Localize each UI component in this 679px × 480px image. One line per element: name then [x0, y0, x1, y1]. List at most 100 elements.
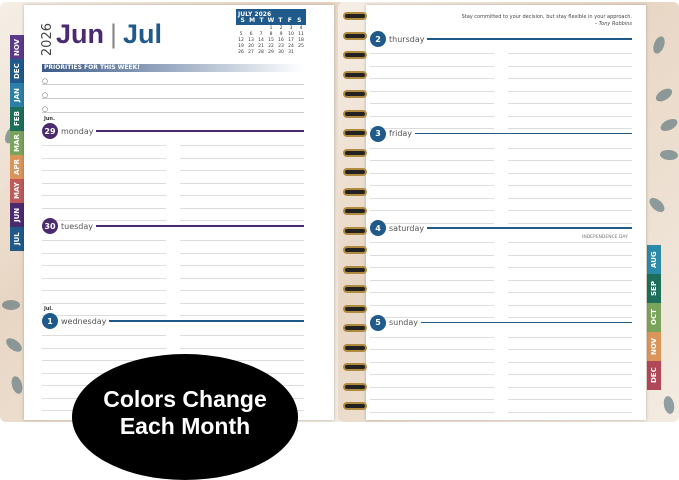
spiral-ring [343, 304, 367, 313]
right-month-tabs: AUG SEP OCT NOV DEC [647, 245, 661, 390]
calendar-day: 30 [278, 50, 284, 55]
weekday-label: T [278, 17, 283, 24]
calendar-day: 12 [238, 38, 244, 43]
month-tab-aug[interactable]: AUG [647, 245, 661, 274]
day-name: monday [61, 126, 94, 136]
writing-line [508, 374, 632, 375]
month-tab-nov[interactable]: NOV [647, 332, 661, 361]
day-number: 30 [42, 218, 58, 234]
writing-line [508, 317, 632, 318]
day-number: 29 [42, 123, 58, 139]
month-tab-apr[interactable]: APR [10, 155, 24, 179]
day-name: wednesday [61, 316, 107, 326]
day-header-thursday: 2 thursday [370, 31, 632, 47]
day-number: 4 [370, 220, 386, 236]
weekday-label: F [287, 17, 292, 24]
calendar-day: 15 [268, 38, 274, 43]
writing-line [370, 267, 494, 268]
month-tab-sep[interactable]: SEP [647, 274, 661, 303]
spiral-ring [343, 363, 367, 371]
calendar-day: 6 [249, 32, 253, 37]
priority-line[interactable]: ○ [42, 77, 304, 85]
writing-line [42, 207, 166, 209]
day-header-friday: 3 friday [370, 125, 632, 142]
writing-line [42, 277, 166, 279]
spiral-ring [343, 148, 367, 157]
writing-line [180, 290, 304, 291]
weekday-label: W [267, 17, 275, 24]
calendar-day: 19 [238, 44, 244, 49]
writing-line [370, 90, 494, 92]
writing-line [42, 315, 166, 316]
priorities-title: PRIORITIES FOR THIS WEEK! [42, 64, 304, 72]
month-tab-feb[interactable]: FEB [10, 107, 24, 131]
weekday-label: M [249, 17, 256, 24]
month-tab-jul[interactable]: JUL [10, 227, 24, 251]
calendar-day: 28 [258, 50, 264, 55]
writing-line [42, 182, 166, 184]
month-tab-nov[interactable]: NOV [10, 35, 24, 59]
day-name: friday [389, 129, 413, 138]
writing-line [370, 317, 494, 318]
writing-line [370, 147, 494, 149]
month-tab-may[interactable]: MAY [10, 179, 24, 203]
writing-line [180, 265, 304, 266]
holiday-label: INDEPENDENCE DAY [582, 235, 628, 240]
month-tab-jun[interactable]: JUN [10, 203, 24, 227]
writing-line [370, 197, 494, 199]
weekday-label: S [297, 17, 302, 24]
right-page: Stay committed to your decision, but sta… [366, 5, 646, 420]
writing-line [42, 252, 166, 254]
writing-line [508, 65, 632, 67]
weekday-label: S [240, 17, 245, 24]
writing-line [42, 220, 166, 221]
writing-line [42, 347, 166, 349]
month-tab-dec[interactable]: DEC [10, 59, 24, 83]
spiral-ring [343, 246, 367, 254]
calendar-day: 10 [288, 32, 294, 37]
writing-line [508, 304, 632, 306]
month-tab-oct[interactable]: OCT [647, 303, 661, 332]
calendar-day: 20 [248, 44, 254, 49]
spiral-ring [343, 31, 367, 40]
calendar-day: 25 [298, 44, 304, 49]
day-header-saturday: 4 saturday [370, 220, 632, 236]
writing-line [508, 386, 632, 388]
month-tab-mar[interactable]: MAR [10, 131, 24, 155]
writing-line [508, 267, 632, 268]
spiral-ring [343, 402, 367, 410]
priority-line[interactable]: ○ [42, 105, 304, 113]
writing-line [370, 242, 494, 243]
calendar-day: 29 [268, 50, 274, 55]
writing-line [370, 349, 494, 350]
spiral-ring [343, 226, 367, 235]
writing-line [370, 172, 494, 174]
month-label: Jul. [44, 306, 54, 312]
calendar-day: 31 [288, 50, 294, 55]
writing-line [370, 78, 494, 79]
priority-line[interactable]: ○ [42, 91, 304, 99]
writing-line [508, 292, 632, 293]
year: 2026 [40, 23, 55, 57]
divider [96, 130, 304, 132]
calendar-day: 21 [258, 44, 264, 49]
writing-line [508, 336, 632, 338]
month-tab-dec[interactable]: DEC [647, 361, 661, 390]
day-name: sunday [389, 318, 419, 327]
writing-line [180, 277, 304, 279]
mini-calendar: JULY 2026 S M T W T F S 1 2 3 4 5 6 7 8 9 10 11 12 13 14 15 16… [236, 9, 306, 56]
spiral-ring [343, 12, 367, 20]
writing-line [508, 185, 632, 186]
writing-line [508, 128, 632, 129]
writing-line [508, 222, 632, 224]
spiral-ring [343, 187, 367, 196]
calendar-day: 17 [288, 38, 294, 43]
writing-line [370, 386, 494, 388]
writing-line [180, 182, 304, 184]
day-name: thursday [389, 34, 425, 44]
calendar-day: 27 [248, 50, 254, 55]
writing-line [42, 157, 166, 159]
day-number: 1 [42, 313, 58, 329]
month-tab-jan[interactable]: JAN [10, 83, 24, 107]
spiral-ring [343, 90, 367, 98]
